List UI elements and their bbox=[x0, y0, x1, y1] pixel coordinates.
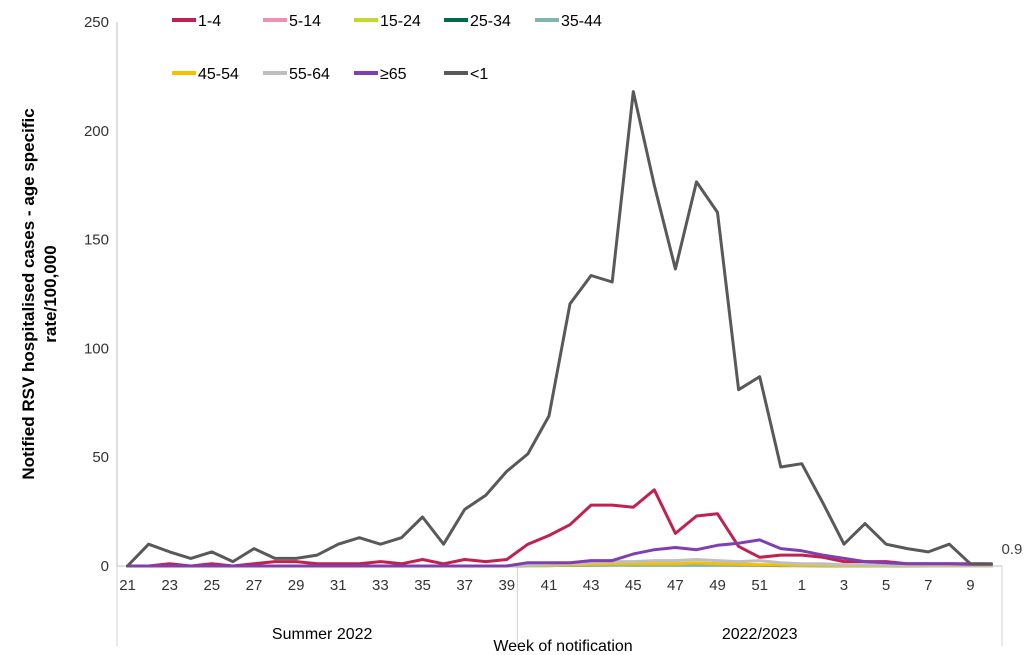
y-tick-label: 150 bbox=[84, 232, 109, 249]
x-tick-label: 37 bbox=[456, 577, 473, 594]
x-tick-label: 35 bbox=[414, 577, 431, 594]
legend-label: 55-64 bbox=[289, 66, 330, 83]
x-tick-label: 25 bbox=[203, 577, 220, 594]
x-tick-label: 29 bbox=[288, 577, 305, 594]
y-tick-label: 50 bbox=[92, 449, 109, 466]
x-tick-label: 7 bbox=[924, 577, 932, 594]
series-line-<1 bbox=[126, 90, 993, 568]
annotations: 0.9 bbox=[1001, 541, 1022, 558]
x-tick-label: 51 bbox=[751, 577, 768, 594]
legend-label: <1 bbox=[470, 66, 488, 83]
x-tick-label: 47 bbox=[667, 577, 684, 594]
y-axis-title-line: Notified RSV hospitalised cases - age sp… bbox=[19, 108, 38, 479]
x-tick-label: 43 bbox=[583, 577, 600, 594]
x-tick-label: 31 bbox=[330, 577, 347, 594]
y-tick-label: 0 bbox=[101, 558, 109, 575]
x-tick-label: 1 bbox=[798, 577, 806, 594]
x-group-label: Summer 2022 bbox=[272, 626, 373, 643]
series-line-1-4 bbox=[126, 488, 993, 568]
legend-label: 45-54 bbox=[198, 66, 239, 83]
legend: 1-4 5-14 15-24 25-34 35-44 45-54 55-64 ≥65 <1 bbox=[172, 13, 602, 83]
y-tick-label: 250 bbox=[84, 14, 109, 31]
x-group-label: 2022/2023 bbox=[722, 626, 798, 643]
series-lines bbox=[126, 90, 993, 568]
y-axis-title: Notified RSV hospitalised cases - age sp… bbox=[19, 108, 60, 479]
x-tick-label: 9 bbox=[966, 577, 974, 594]
x-tick-label: 41 bbox=[541, 577, 558, 594]
x-tick-label: 21 bbox=[119, 577, 136, 594]
x-tick-label: 5 bbox=[882, 577, 890, 594]
y-tick-label: 200 bbox=[84, 123, 109, 140]
x-tick-label: 27 bbox=[246, 577, 263, 594]
x-tick-label: 39 bbox=[498, 577, 515, 594]
legend-label: ≥65 bbox=[380, 66, 407, 83]
y-tick-label: 100 bbox=[84, 340, 109, 357]
x-tick-label: 45 bbox=[625, 577, 642, 594]
x-axis-title: Week of notification bbox=[493, 638, 632, 655]
series-line-≥65 bbox=[126, 538, 993, 568]
x-tick-label: 23 bbox=[161, 577, 178, 594]
legend-label: 5-14 bbox=[289, 13, 321, 30]
y-axis-title-line: rate/100,000 bbox=[41, 245, 60, 342]
legend-label: 1-4 bbox=[198, 13, 221, 30]
data-label-annotation: 0.9 bbox=[1001, 541, 1022, 558]
x-tick-label: 33 bbox=[372, 577, 389, 594]
x-tick-label: 3 bbox=[840, 577, 848, 594]
x-tick-label: 49 bbox=[709, 577, 726, 594]
legend-label: 35-44 bbox=[561, 13, 602, 30]
legend-label: 15-24 bbox=[380, 13, 421, 30]
legend-label: 25-34 bbox=[470, 13, 511, 30]
